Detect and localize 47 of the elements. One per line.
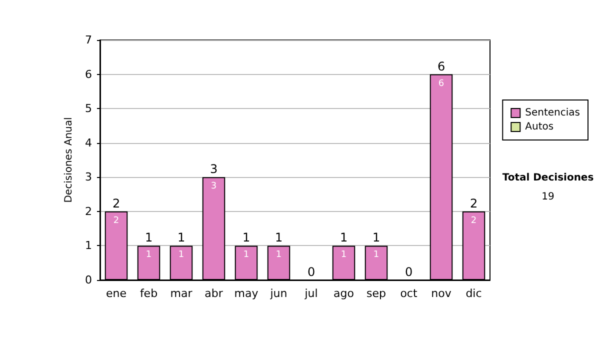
data-label: 3	[210, 182, 217, 192]
y-tick-label: 3	[85, 170, 92, 184]
total-label: 3	[210, 162, 218, 176]
x-tick-label: feb	[140, 287, 158, 300]
legend-label: Autos	[525, 122, 554, 132]
data-label: 1	[373, 250, 380, 260]
data-label: 2	[470, 216, 477, 226]
total-label: 1	[242, 230, 250, 245]
total-label: 6	[437, 59, 446, 74]
data-label: 1	[146, 250, 152, 260]
data-label: 2	[113, 216, 120, 226]
x-tick-label: may	[234, 287, 259, 300]
x-tick-label: dic	[466, 287, 482, 300]
total-label: 1	[144, 230, 153, 245]
x-tick-label: ene	[106, 287, 127, 300]
total-label: 1	[274, 230, 283, 245]
x-tick-label: oct	[400, 287, 418, 300]
x-tick-label: sep	[366, 287, 386, 300]
data-label: 6	[438, 78, 444, 89]
data-label: 1	[178, 250, 184, 260]
legend-label: Sentencias	[525, 108, 580, 118]
x-tick-label: jul	[304, 287, 318, 300]
total-label: 0	[307, 265, 316, 279]
y-tick-label: 5	[85, 102, 92, 116]
text: 19	[542, 192, 554, 202]
y-tick-label: 4	[85, 136, 92, 150]
total-label: 1	[177, 230, 186, 245]
y-axis-title: Decisiones Anual	[64, 117, 75, 203]
data-label: 1	[340, 250, 347, 260]
y-tick-label: 0	[85, 274, 92, 286]
x-tick-label: jun	[269, 287, 288, 300]
x-tick-label: ago	[334, 287, 354, 300]
total-label: 1	[372, 230, 380, 245]
y-tick-label: 7	[85, 34, 92, 46]
total-label: 2	[112, 196, 120, 210]
y-tick-label: 6	[85, 68, 92, 81]
y-tick-label: 2	[85, 204, 92, 218]
x-tick-label: mar	[170, 287, 193, 300]
total-label: 1	[340, 230, 348, 245]
data-label: 1	[243, 250, 250, 260]
y-tick-label: 1	[85, 239, 92, 252]
total-label: 2	[470, 196, 478, 210]
total-label: 0	[404, 265, 413, 279]
text: Total Decisiones	[502, 172, 594, 184]
x-tick-label: nov	[431, 287, 452, 300]
x-tick-label: abr	[204, 287, 224, 300]
data-label: 1	[276, 250, 282, 260]
